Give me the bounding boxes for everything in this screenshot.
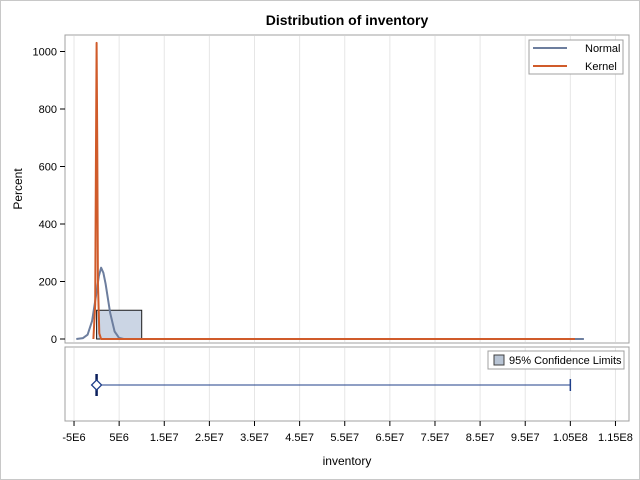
confidence-interval — [90, 374, 572, 396]
x-axis-label: inventory — [323, 454, 372, 468]
chart-title: Distribution of inventory — [266, 12, 429, 28]
histogram-panel: 0 200 400 600 800 1000 Percent Normal Kernel — [11, 34, 630, 346]
legend-confidence-label: 95% Confidence Limits — [509, 355, 622, 367]
x-tick-label: 4.5E7 — [285, 432, 314, 444]
interval-legend: 95% Confidence Limits — [487, 350, 625, 370]
y-axis-ticks: 0 200 400 600 800 1000 — [33, 47, 65, 346]
x-axis-ticks: -5E6 5E6 1.5E7 2.5E7 3.5E7 4.5E7 5.5E7 6.5E7 7.5… — [62, 421, 633, 444]
y-tick-label: 800 — [39, 104, 57, 116]
x-tick-label: 2.5E7 — [195, 432, 224, 444]
interval-plot-border — [64, 346, 630, 422]
x-tick-label: 8.5E7 — [466, 432, 495, 444]
x-tick-label: 9.5E7 — [511, 432, 540, 444]
legend-confidence-swatch — [493, 354, 505, 366]
interval-legend-box — [487, 350, 625, 370]
x-tick-label: 1.15E8 — [598, 432, 633, 444]
y-tick-label: 400 — [39, 219, 57, 231]
histogram-bar — [96, 309, 143, 340]
x-tick-label: 1.05E8 — [553, 432, 588, 444]
mean-marker — [90, 379, 103, 391]
histogram-bars — [96, 309, 143, 340]
x-tick-label: 5.5E7 — [330, 432, 359, 444]
histogram-legend: Normal Kernel — [528, 39, 624, 75]
legend-normal-label: Normal — [585, 43, 620, 55]
y-tick-label: 0 — [51, 334, 57, 346]
y-axis-label: Percent — [11, 168, 25, 210]
histogram-plot-border — [64, 34, 630, 344]
y-tick-label: 600 — [39, 162, 57, 174]
legend-kernel-label: Kernel — [585, 61, 617, 73]
kernel-curve — [92, 41, 575, 340]
y-tick-label: 1000 — [33, 47, 57, 59]
histogram-legend-box — [528, 39, 624, 75]
x-tick-label: 6.5E7 — [375, 432, 404, 444]
x-tick-label: -5E6 — [62, 432, 85, 444]
confidence-interval-panel: 95% Confidence Limits — [64, 346, 630, 422]
normal-curve — [76, 266, 584, 340]
x-tick-label: 5E6 — [109, 432, 129, 444]
x-tick-label: 3.5E7 — [240, 432, 269, 444]
x-tick-label: 7.5E7 — [421, 432, 450, 444]
vertical-gridlines-top — [73, 36, 616, 342]
density-curves — [76, 41, 584, 340]
y-tick-label: 200 — [39, 277, 57, 289]
x-tick-label: 1.5E7 — [150, 432, 179, 444]
